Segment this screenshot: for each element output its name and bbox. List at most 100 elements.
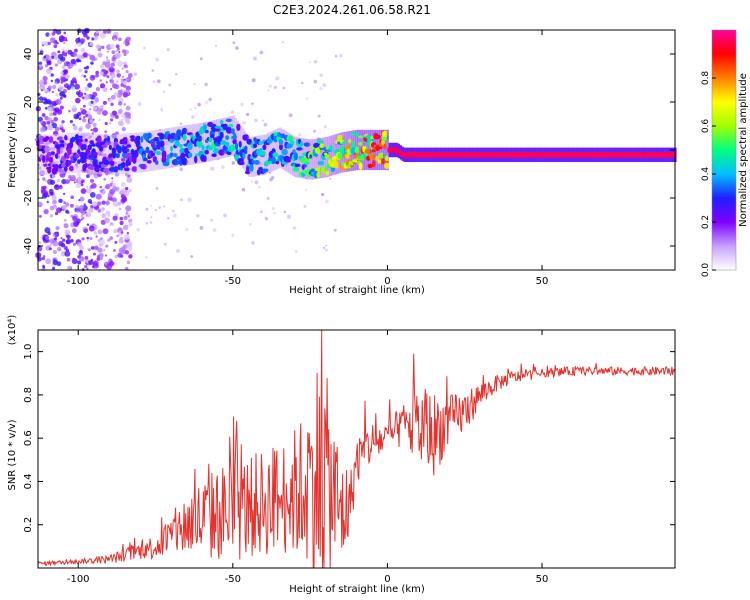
spectrogram-noise-cell bbox=[261, 119, 265, 122]
spectrogram-cell bbox=[56, 136, 64, 141]
spectrogram-cell bbox=[48, 136, 54, 143]
spectrogram-noise-cell bbox=[90, 178, 94, 183]
spectrogram-noise-cell bbox=[322, 83, 327, 88]
spectrogram-noise-cell bbox=[292, 226, 297, 230]
spectrogram-cell bbox=[219, 131, 224, 139]
spectrogram-noise-cell bbox=[127, 218, 132, 223]
spectrogram-noise-cell bbox=[119, 220, 124, 226]
spectrogram-cell bbox=[211, 153, 218, 157]
spectrogram-noise-cell bbox=[171, 209, 175, 213]
spectrogram-noise-cell bbox=[79, 204, 84, 210]
spectrogram-cell bbox=[60, 133, 63, 174]
spectrogram-noise-cell bbox=[74, 81, 78, 84]
spectrogram-cell bbox=[370, 129, 373, 171]
spectrogram-cell bbox=[181, 157, 188, 166]
spectrogram-noise-cell bbox=[46, 120, 49, 124]
spectrogram-noise-cell bbox=[90, 61, 94, 65]
spectrogram-cell bbox=[56, 147, 61, 155]
spectrogram-cell bbox=[285, 156, 292, 163]
spectrogram-noise-cell bbox=[152, 80, 156, 84]
spectrogram-cell bbox=[292, 149, 296, 154]
spectrogram-noise-cell bbox=[94, 37, 98, 41]
spectrogram-noise-cell bbox=[62, 238, 66, 242]
spectrogram-cell bbox=[288, 136, 293, 142]
spectrogram-noise-cell bbox=[185, 228, 189, 232]
spectrogram-cell bbox=[140, 163, 148, 170]
spectrogram-x-tick-label: -100 bbox=[67, 276, 90, 287]
colorbar-ticks: 0.0 0.2 0.4 0.6 0.8 bbox=[701, 71, 716, 278]
colorbar-tick-label: 0.0 bbox=[701, 263, 711, 278]
spectrogram-noise-cell bbox=[116, 234, 119, 238]
spectrogram-cell bbox=[242, 134, 250, 141]
spectrogram-noise-cell bbox=[95, 87, 100, 92]
spectrogram-noise-cell bbox=[127, 73, 133, 78]
spectrogram-cell bbox=[159, 133, 166, 140]
spectrogram-noise-cell bbox=[125, 205, 132, 212]
spectrogram-noise-cell bbox=[72, 125, 78, 131]
spectrogram-noise-cell bbox=[60, 76, 67, 83]
spectrogram-noise-cell bbox=[128, 189, 132, 193]
spectrogram-noise-cell bbox=[175, 73, 178, 76]
spectrogram-noise-cell bbox=[166, 48, 170, 52]
spectrogram-noise-cell bbox=[85, 186, 89, 189]
spectrogram-noise-cell bbox=[42, 264, 45, 268]
spectrogram-noise-cell bbox=[124, 234, 130, 240]
spectrogram-noise-cell bbox=[84, 27, 90, 34]
spectrogram-cell bbox=[38, 134, 41, 175]
spectrogram-noise-cell bbox=[324, 248, 328, 252]
spectrogram-cell bbox=[111, 150, 117, 158]
spectrogram-noise-cell bbox=[59, 208, 62, 212]
spectrogram-cell bbox=[92, 159, 99, 167]
spectrogram-noise-cell bbox=[88, 225, 95, 232]
spectrogram-cell bbox=[78, 135, 83, 139]
snr-y-ticks: 0.2 0.4 0.6 0.8 1.0 bbox=[23, 344, 675, 533]
spectrogram-noise-cell bbox=[106, 56, 109, 59]
spectrogram-noise-cell bbox=[118, 51, 121, 53]
spectrogram-noise-cell bbox=[102, 87, 108, 92]
spectrogram-noise-cell bbox=[72, 104, 76, 109]
spectrogram-noise-cell bbox=[80, 47, 86, 53]
spectrogram-noise-cell bbox=[110, 62, 116, 67]
spectrogram-noise-cell bbox=[102, 190, 105, 193]
spectrogram-noise-cell bbox=[47, 124, 53, 131]
spectrogram-cell bbox=[45, 134, 48, 175]
spectrogram-cell bbox=[77, 159, 81, 164]
spectrogram-cell bbox=[89, 140, 95, 145]
spectrogram-noise-cell bbox=[51, 100, 57, 107]
spectrogram-noise-cell bbox=[114, 84, 120, 90]
spectrogram-noise-cell bbox=[43, 255, 46, 258]
spectrogram-noise-cell bbox=[104, 121, 108, 126]
spectrogram-noise-cell bbox=[113, 91, 119, 97]
spectrogram-noise-cell bbox=[111, 73, 116, 79]
spectrogram-noise-cell bbox=[251, 102, 254, 105]
spectrogram-noise-cell bbox=[116, 73, 121, 78]
spectrogram-cell bbox=[117, 145, 123, 154]
spectrogram-cell bbox=[383, 143, 387, 150]
spectrogram-cell bbox=[378, 152, 385, 159]
spectrogram-noise-cell bbox=[85, 123, 91, 129]
spectrogram-noise-cell bbox=[111, 180, 114, 183]
spectrogram-noise-cell bbox=[145, 207, 149, 211]
spectrogram-cell bbox=[355, 132, 359, 138]
spectrogram-noise-cell bbox=[95, 73, 99, 78]
spectrogram-noise-cell bbox=[97, 247, 103, 253]
spectrogram-noise-cell bbox=[104, 254, 108, 257]
spectrogram-cell bbox=[385, 155, 389, 162]
spectrogram-noise-cell bbox=[90, 100, 94, 104]
spectrogram-cell bbox=[101, 134, 104, 175]
spectrogram-x-tick-label: 50 bbox=[536, 276, 549, 287]
spectrogram-noise-cell bbox=[110, 94, 116, 100]
spectrogram-noise-cell bbox=[242, 121, 246, 125]
spectrogram-noise-cell bbox=[110, 102, 114, 107]
spectrogram-cell bbox=[167, 127, 171, 169]
spectrogram-noise-cell bbox=[61, 205, 67, 210]
spectrogram-cell bbox=[266, 133, 269, 174]
spectrogram-noise-cell bbox=[258, 186, 261, 189]
spectrogram-noise-cell bbox=[67, 211, 70, 214]
spectrogram-noise-cell bbox=[145, 222, 149, 225]
spectrogram-noise-cell bbox=[55, 98, 62, 105]
spectrogram-noise-cell bbox=[44, 115, 49, 121]
spectrogram-noise-cell bbox=[93, 106, 98, 111]
spectrogram-noise-cell bbox=[125, 85, 131, 91]
